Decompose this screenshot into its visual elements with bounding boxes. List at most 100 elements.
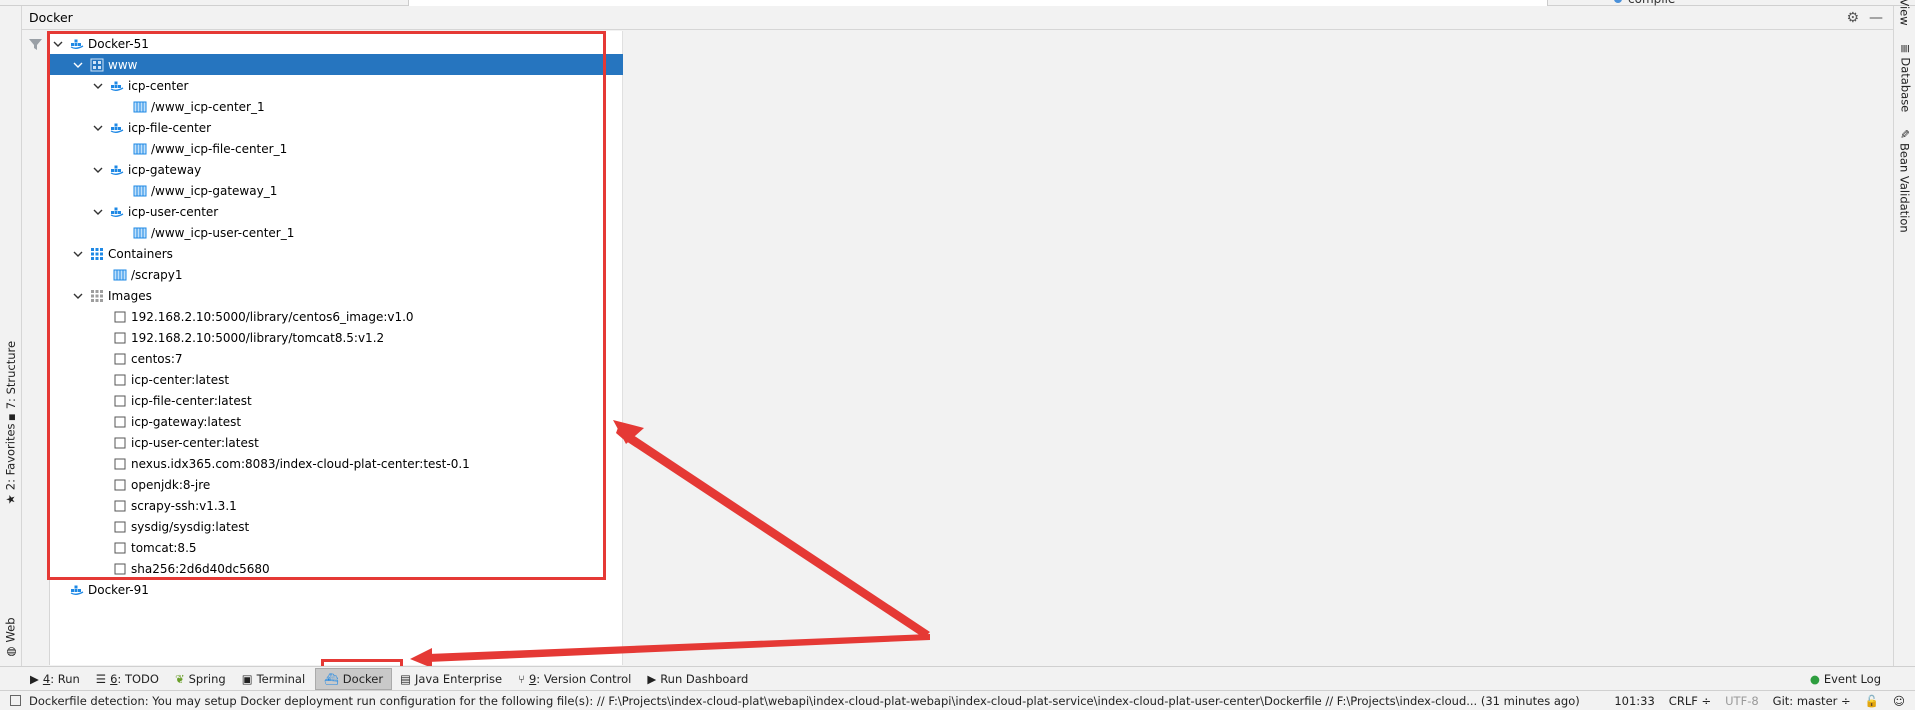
docker-service-icon	[110, 205, 124, 219]
image-icon	[113, 373, 127, 387]
tree-node-containers[interactable]: Containers	[50, 243, 623, 264]
tab-spring[interactable]: ❦ Spring	[174, 671, 226, 686]
tree-node-image[interactable]: 192.168.2.10:5000/library/centos6_image:…	[50, 306, 623, 327]
docker-service-icon	[110, 79, 124, 93]
image-icon	[113, 415, 127, 429]
image-icon	[113, 562, 127, 576]
lock-icon[interactable]: 🔓	[1864, 693, 1879, 708]
leaf-icon: ❦	[174, 671, 185, 686]
status-bar: Dockerfile detection: You may setup Dock…	[0, 690, 1915, 710]
bean-icon: ✎	[1898, 129, 1913, 139]
editor-tab[interactable]	[408, 0, 1548, 6]
image-icon	[113, 436, 127, 450]
tab-favorites[interactable]: ★ 2: Favorites	[4, 422, 19, 505]
tree-node-container[interactable]: /www_icp-gateway_1	[50, 180, 623, 201]
containers-group-icon	[90, 247, 104, 261]
toggle-tool-windows-icon[interactable]	[10, 695, 21, 706]
image-icon	[113, 478, 127, 492]
tab-event-log[interactable]: ● Event Log	[1809, 671, 1881, 686]
top-right-fragment: compile	[1612, 0, 1675, 6]
tab-version-control[interactable]: ⑂ 9: Version Control	[518, 671, 632, 686]
image-icon	[113, 352, 127, 366]
tree-node-image[interactable]: sha256:2d6d40dc5680	[50, 558, 623, 579]
branch-icon: ⑂	[518, 671, 525, 686]
tree-node-container[interactable]: /scrapy1	[50, 264, 623, 285]
star-icon: ★	[4, 493, 19, 505]
structure-icon: ▪	[4, 413, 19, 422]
docker-server-icon	[70, 37, 84, 51]
tab-web[interactable]: ◍ Web	[4, 616, 18, 657]
tab-terminal[interactable]: ▣ Terminal	[241, 671, 306, 686]
tab-structure[interactable]: ▪ 7: Structure	[4, 340, 19, 422]
tab-todo[interactable]: ☰ 6: TODO	[95, 671, 159, 686]
image-label: scrapy-ssh:v1.3.1	[131, 498, 237, 513]
tree-node-image[interactable]: openjdk:8-jre	[50, 474, 623, 495]
tree-node-container[interactable]: /www_icp-file-center_1	[50, 138, 623, 159]
docker-icon: ⛴	[324, 671, 339, 686]
tree-node-image[interactable]: centos:7	[50, 348, 623, 369]
event-log-icon: ●	[1809, 671, 1820, 686]
chevron-down-icon[interactable]	[92, 122, 104, 134]
tree-node-image[interactable]: icp-user-center:latest	[50, 432, 623, 453]
inspector-icon[interactable]: ☺	[1893, 693, 1905, 708]
docker-panel-header: Docker ⚙ —	[22, 6, 1893, 30]
tab-run-dashboard[interactable]: ▶ Run Dashboard	[647, 671, 749, 686]
tab-run[interactable]: ▶ 4: Run	[30, 671, 80, 686]
image-icon	[113, 499, 127, 513]
file-encoding[interactable]: UTF-8	[1725, 693, 1759, 708]
bottom-tool-bar: ▶ 4: Run ☰ 6: TODO ❦ Spring ▣ Terminal ⛴…	[0, 666, 1915, 690]
image-label: openjdk:8-jre	[131, 477, 211, 492]
container-icon	[133, 142, 147, 156]
image-icon	[113, 457, 127, 471]
tree-node-image[interactable]: 192.168.2.10:5000/library/tomcat8.5:v1.2	[50, 327, 623, 348]
tree-node-image[interactable]: icp-file-center:latest	[50, 390, 623, 411]
tree-node-image[interactable]: icp-center:latest	[50, 369, 623, 390]
chevron-down-icon[interactable]	[52, 38, 64, 50]
chevron-down-icon[interactable]	[72, 290, 84, 302]
container-icon	[133, 226, 147, 240]
tree-node-image[interactable]: icp-gateway:latest	[50, 411, 623, 432]
tree-node-container[interactable]: /www_icp-center_1	[50, 96, 623, 117]
image-label: tomcat:8.5	[131, 540, 197, 555]
filter-icon[interactable]	[28, 38, 44, 52]
left-tool-bar: ▪ 7: Structure ★ 2: Favorites ◍ Web	[0, 6, 22, 666]
image-icon	[113, 520, 127, 534]
tree-node-container[interactable]: /www_icp-user-center_1	[50, 222, 623, 243]
tree-node-image[interactable]: sysdig/sysdig:latest	[50, 516, 623, 537]
tree-node-www[interactable]: www	[50, 54, 623, 75]
tree-node-image[interactable]: nexus.idx365.com:8083/index-cloud-plat-c…	[50, 453, 623, 474]
chevron-down-icon[interactable]	[92, 206, 104, 218]
tree-node-icp-gateway[interactable]: icp-gateway	[50, 159, 623, 180]
tree-node-docker-51[interactable]: Docker-51	[50, 33, 623, 54]
tree-node-icp-file-center[interactable]: icp-file-center	[50, 117, 623, 138]
caret-position[interactable]: 101:33	[1614, 693, 1655, 708]
image-label: icp-user-center:latest	[131, 435, 259, 450]
panel-title: Docker	[29, 10, 73, 25]
tab-bean-validation[interactable]: ✎ Bean Validation	[1898, 129, 1913, 233]
chevron-down-icon[interactable]	[72, 248, 84, 260]
settings-gear-icon[interactable]: ⚙	[1846, 9, 1859, 26]
tree-node-images[interactable]: Images	[50, 285, 623, 306]
docker-service-icon	[110, 121, 124, 135]
line-separator[interactable]: CRLF ÷	[1668, 693, 1712, 708]
minimize-icon[interactable]: —	[1869, 9, 1883, 26]
image-icon	[113, 394, 127, 408]
maven-icon	[1614, 0, 1622, 3]
tree-node-icp-user-center[interactable]: icp-user-center	[50, 201, 623, 222]
tab-docker[interactable]: ⛴ Docker	[315, 667, 393, 690]
image-label: 192.168.2.10:5000/library/tomcat8.5:v1.2	[131, 330, 385, 345]
git-branch[interactable]: Git: master ÷	[1772, 693, 1851, 708]
chevron-down-icon[interactable]	[72, 59, 84, 71]
chevron-down-icon[interactable]	[92, 80, 104, 92]
tree-node-icp-center[interactable]: icp-center	[50, 75, 623, 96]
tree-node-image[interactable]: tomcat:8.5	[50, 537, 623, 558]
tab-database[interactable]: ≣ Database	[1898, 43, 1913, 113]
chevron-down-icon[interactable]	[92, 164, 104, 176]
list-icon: ☰	[95, 671, 107, 686]
tree-node-image[interactable]: scrapy-ssh:v1.3.1	[50, 495, 623, 516]
status-message[interactable]: Dockerfile detection: You may setup Dock…	[29, 693, 1580, 708]
tab-java-enterprise[interactable]: ▤ Java Enterprise	[400, 671, 503, 686]
tab-view[interactable]: View	[1898, 0, 1913, 26]
tree-node-docker-91[interactable]: Docker-91	[50, 579, 623, 600]
panel-toolstrip	[22, 31, 50, 665]
